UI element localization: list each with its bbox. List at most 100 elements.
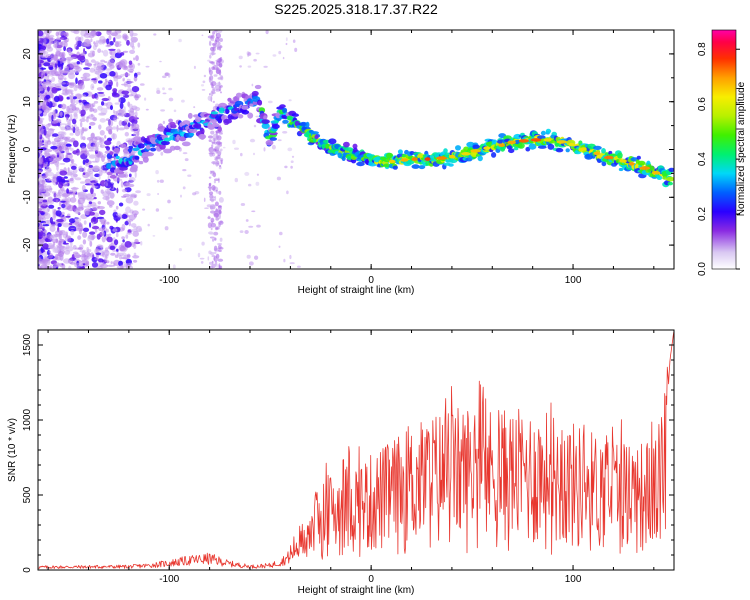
noise-blob bbox=[217, 258, 224, 262]
noise-blob bbox=[105, 170, 108, 173]
ridge-blob bbox=[225, 108, 230, 115]
noise-blob bbox=[90, 187, 94, 195]
noise-blob bbox=[80, 52, 84, 56]
noise-blob bbox=[88, 164, 94, 168]
ridge-blob bbox=[109, 151, 114, 155]
ridge-blob bbox=[443, 148, 448, 154]
noise-blob bbox=[271, 144, 276, 150]
noise-blob bbox=[211, 88, 215, 95]
noise-blob bbox=[292, 39, 296, 43]
noise-blob bbox=[291, 155, 295, 158]
noise-blob bbox=[278, 245, 281, 248]
noise-blob bbox=[239, 230, 244, 234]
noise-blob bbox=[210, 48, 213, 52]
noise-blob bbox=[180, 194, 182, 198]
noise-blob bbox=[133, 259, 138, 263]
ridge-blob bbox=[200, 128, 205, 135]
noise-blob bbox=[51, 123, 59, 127]
noise-blob bbox=[47, 86, 50, 92]
noise-blob bbox=[88, 114, 95, 120]
ridge-blob bbox=[115, 155, 120, 160]
noise-blob bbox=[103, 61, 108, 63]
noise-blob bbox=[114, 114, 118, 118]
noise-blob bbox=[84, 210, 90, 216]
noise-blob bbox=[68, 72, 75, 80]
noise-blob bbox=[49, 234, 55, 241]
noise-blob bbox=[46, 171, 54, 177]
noise-blob bbox=[45, 123, 51, 128]
noise-blob bbox=[55, 181, 59, 185]
ridge-blob bbox=[217, 126, 222, 132]
noise-blob bbox=[133, 252, 137, 256]
noise-blob bbox=[46, 46, 53, 52]
ridge-blob bbox=[411, 164, 420, 169]
noise-blob bbox=[102, 49, 109, 57]
noise-blob bbox=[86, 103, 94, 109]
noise-blob bbox=[122, 50, 129, 53]
ridge-peak bbox=[424, 157, 431, 161]
noise-blob bbox=[108, 48, 116, 51]
noise-blob bbox=[207, 135, 214, 139]
noise-blob bbox=[79, 249, 87, 253]
noise-blob bbox=[101, 50, 104, 53]
noise-blob bbox=[65, 246, 74, 252]
noise-blob bbox=[74, 177, 82, 181]
noise-blob bbox=[89, 231, 96, 235]
noise-blob bbox=[69, 56, 76, 59]
ridge-blob bbox=[392, 165, 398, 170]
noise-blob bbox=[105, 260, 110, 264]
ridge-blob bbox=[137, 143, 145, 149]
noise-blob bbox=[294, 47, 298, 53]
noise-blob bbox=[38, 57, 41, 65]
noise-blob bbox=[46, 177, 51, 182]
noise-blob bbox=[209, 93, 211, 96]
ridge-blob bbox=[637, 160, 646, 166]
noise-blob bbox=[209, 236, 215, 239]
noise-blob bbox=[90, 252, 94, 258]
y-tick-label: 1000 bbox=[22, 408, 33, 431]
noise-blob bbox=[125, 206, 131, 214]
ridge-peak bbox=[483, 146, 491, 150]
noise-blob bbox=[152, 235, 156, 237]
noise-blob bbox=[206, 204, 212, 208]
noise-blob bbox=[145, 108, 149, 111]
ridge-blob bbox=[328, 138, 337, 145]
noise-blob bbox=[65, 123, 72, 129]
noise-blob bbox=[106, 264, 115, 267]
noise-blob bbox=[121, 214, 128, 219]
noise-blob bbox=[140, 241, 143, 246]
noise-blob bbox=[131, 210, 139, 216]
noise-blob bbox=[207, 215, 211, 219]
noise-blob bbox=[127, 109, 135, 113]
noise-blob bbox=[116, 124, 119, 132]
noise-blob bbox=[127, 122, 131, 128]
noise-blob bbox=[218, 85, 222, 92]
noise-blob bbox=[51, 191, 57, 194]
noise-blob bbox=[213, 161, 215, 166]
noise-blob bbox=[58, 113, 62, 116]
noise-blob bbox=[52, 61, 59, 65]
noise-blob bbox=[38, 53, 43, 58]
noise-blob bbox=[109, 245, 116, 251]
noise-blob bbox=[272, 54, 277, 57]
ridge-blob bbox=[194, 123, 202, 129]
noise-blob bbox=[182, 152, 188, 155]
noise-blob bbox=[133, 115, 138, 120]
noise-blob bbox=[245, 219, 249, 222]
noise-blob bbox=[201, 34, 204, 37]
noise-blob bbox=[290, 165, 293, 169]
ridge-blob bbox=[601, 161, 607, 167]
noise-blob bbox=[108, 35, 112, 41]
noise-blob bbox=[50, 154, 55, 159]
noise-blob bbox=[41, 179, 45, 186]
snr-y-axis-label: SNR (10 * v/v) bbox=[7, 418, 18, 482]
noise-blob bbox=[156, 87, 160, 92]
noise-blob bbox=[98, 124, 102, 130]
noise-blob bbox=[106, 38, 110, 45]
noise-blob bbox=[38, 82, 41, 89]
noise-blob bbox=[167, 199, 171, 204]
ridge-blob bbox=[656, 175, 663, 180]
noise-blob bbox=[57, 194, 62, 199]
ridge-blob bbox=[142, 156, 149, 163]
noise-blob bbox=[123, 182, 130, 189]
